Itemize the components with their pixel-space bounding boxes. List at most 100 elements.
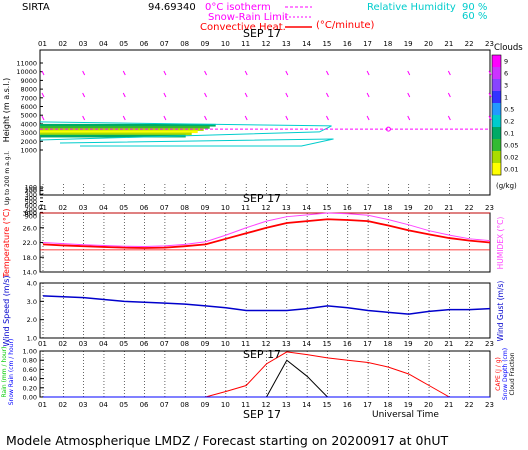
top-hour-tick: 17 — [363, 40, 372, 48]
y-tick-label: 0.60 — [23, 366, 37, 374]
y-tick-label: 0.40 — [23, 375, 37, 383]
hour-tick-label: 12 — [262, 401, 271, 409]
wind-barb — [163, 92, 167, 98]
top-hour-tick: 05 — [119, 40, 128, 48]
hour-tick-label: 23 — [485, 340, 494, 348]
wind-panel: 4.0 3.0 2.0 1.001 02 03 04 05 06 07 08 09 10 11 12 13 14… — [2, 275, 505, 348]
height-tick-label: 800 — [25, 209, 37, 217]
wind-barb — [41, 92, 45, 98]
hour-tick-label: 01 — [38, 340, 47, 348]
hour-tick-label: 11 — [241, 401, 250, 409]
height-tick-label: 4000 — [20, 120, 37, 128]
panel-frame — [39, 212, 491, 273]
hour-tick-label: 10 — [221, 340, 230, 348]
top-hour-axis: 01 02 03 04 05 06 07 08 09 10 11 12 13 14 15 16 17 18 19 20… — [38, 40, 494, 48]
wind-gust-ylabel: Wind Gust (m/s) — [496, 281, 505, 342]
colorbar-swatch — [492, 55, 501, 68]
top-hour-tick: 04 — [99, 40, 108, 48]
height-tick-label: 400 — [25, 194, 37, 202]
hour-tick-label: 07 — [160, 340, 169, 348]
wind-barb — [488, 70, 492, 76]
hour-tick-label: 15 — [322, 204, 331, 212]
height-tick-label: 6000 — [20, 103, 37, 111]
y-tick-label: 30.0 — [23, 210, 37, 218]
cloud-panel-ylabel-extra: Up to 200 m a.g.l. — [4, 151, 11, 205]
hour-tick-label: 18 — [383, 204, 392, 212]
hour-tick-label: 21 — [444, 401, 453, 409]
height-tick-label: 100 — [25, 184, 37, 192]
hour-tick-label: 22 — [465, 401, 474, 409]
hour-tick-label: 19 — [404, 340, 413, 348]
hour-tick-label: 14 — [302, 401, 311, 409]
height-tick-label: 8000 — [20, 86, 37, 94]
hour-tick-label: 12 — [262, 204, 271, 212]
hour-tick-label: 01 — [38, 204, 47, 212]
colorbar-label: Clouds — [494, 43, 523, 53]
colorbar-swatch — [492, 67, 501, 80]
colorbar-swatch — [492, 151, 501, 164]
rh-contour-60 — [59, 138, 334, 147]
hour-tick-label: 18 — [383, 401, 392, 409]
wind-barb — [285, 92, 289, 98]
hour-tick-label: 02 — [58, 340, 67, 348]
hour-tick-label: 12 — [262, 340, 271, 348]
y-tick-label: 2.0 — [27, 316, 37, 324]
date-label-p1: SEP 17 — [243, 192, 281, 205]
height-tick-label: 500 — [25, 198, 37, 206]
wind-barb — [204, 70, 207, 76]
height-tick-label: 2000 — [20, 138, 37, 146]
station-code: 94.69340 — [148, 2, 196, 13]
cloud-band — [40, 134, 186, 138]
colorbar-swatch — [492, 91, 501, 104]
y-tick-label: 0.80 — [23, 357, 37, 365]
temperature-ylabel: Temperature (°C) — [2, 208, 11, 278]
top-hour-tick: 21 — [444, 40, 453, 48]
hour-tick-label: 22 — [465, 340, 474, 348]
hour-tick-label: 10 — [221, 401, 230, 409]
legend-convective-unit: (°C/minute) — [316, 20, 375, 31]
hour-tick-label: 09 — [201, 401, 210, 409]
colorbar-frame — [491, 54, 502, 176]
wind-speed-ylabel: Wind Speed (m/s) — [2, 275, 11, 346]
hour-tick-label: 14 — [302, 340, 311, 348]
top-hour-tick: 23 — [485, 40, 494, 48]
hour-tick-label: 16 — [343, 204, 352, 212]
wind-barb — [82, 70, 86, 76]
hour-tick-label: 04 — [99, 340, 108, 348]
height-tick-label: 3000 — [20, 129, 37, 137]
precip-ylabel: Snow Rain (cm / hour) — [8, 339, 15, 406]
top-hour-tick: 03 — [79, 40, 88, 48]
cloud-band — [40, 126, 210, 129]
cloud-panel-ylabel: Height (m a.s.l.) — [2, 78, 11, 143]
hour-tick-label: 06 — [140, 401, 149, 409]
legend-rh-60: 60 % — [462, 11, 487, 22]
wind-barb — [122, 92, 126, 98]
hour-tick-label: 20 — [424, 204, 433, 212]
height-tick-label: 5000 — [20, 112, 37, 120]
wind-barb — [366, 92, 370, 98]
wind-barb — [447, 115, 451, 121]
y-tick-label: 18.0 — [23, 254, 37, 262]
top-hour-tick: 16 — [343, 40, 352, 48]
wind-barb — [326, 70, 329, 76]
date-label-bottom: SEP 17 — [243, 408, 281, 421]
top-hour-tick: 15 — [322, 40, 331, 48]
hour-tick-label: 04 — [99, 401, 108, 409]
wind-barb — [82, 115, 86, 121]
hour-tick-label: 09 — [201, 204, 210, 212]
colorbar-tick-label: 9 — [504, 58, 508, 66]
hour-tick-label: 11 — [241, 204, 250, 212]
hour-tick-label: 03 — [79, 340, 88, 348]
y-tick-label: 14.0 — [23, 269, 37, 277]
legend-rh-90: 90 % — [462, 2, 487, 13]
hour-tick-label: 03 — [79, 401, 88, 409]
top-hour-tick: 13 — [282, 40, 291, 48]
top-hour-tick: 08 — [180, 40, 189, 48]
hour-tick-label: 13 — [282, 340, 291, 348]
isotherm-marker — [385, 126, 391, 132]
wind-barb — [244, 92, 248, 98]
colorbar-tick-label: 3 — [504, 82, 508, 90]
colorbar-unit: (g/kg) — [496, 182, 517, 190]
